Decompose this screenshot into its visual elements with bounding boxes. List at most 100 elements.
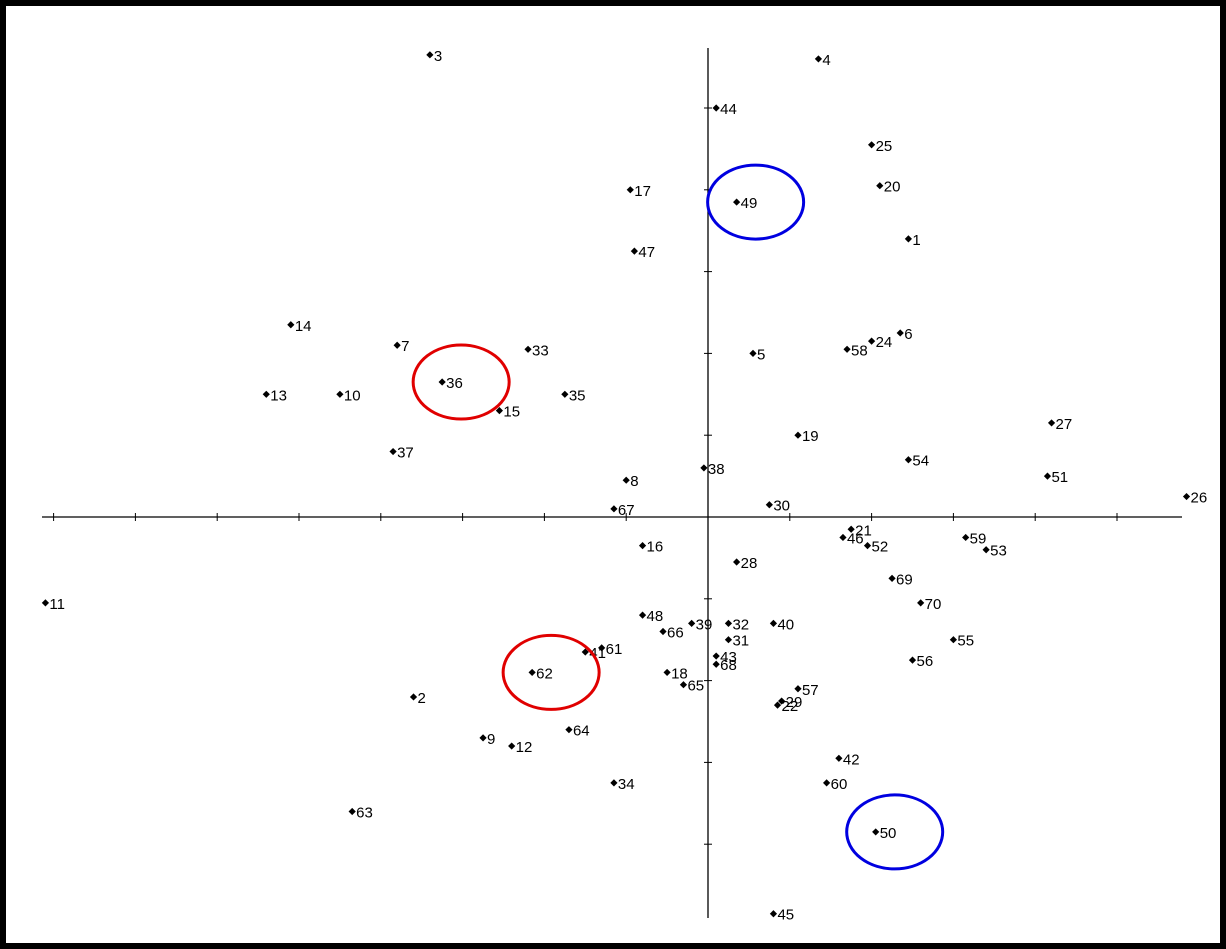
point-marker [904,235,913,243]
data-point: 28 [733,555,757,572]
point-label: 45 [777,907,794,924]
point-marker [508,742,516,750]
point-label: 62 [536,665,553,682]
data-point: 67 [610,502,635,519]
data-point: 57 [794,682,819,699]
point-label: 27 [1056,416,1073,433]
point-marker [663,668,671,677]
data-point: 14 [287,318,312,335]
data-point: 38 [700,461,725,478]
data-point: 35 [561,387,586,404]
point-label: 38 [708,461,725,478]
highlight-circle-red [411,343,511,421]
data-point: 29 [778,694,802,711]
data-point: 45 [769,907,794,924]
data-point: 61 [598,641,622,658]
data-point: 44 [712,101,737,118]
point-marker [733,198,741,206]
point-marker [904,456,913,464]
data-point: 54 [904,453,929,470]
point-marker [839,533,847,542]
data-point: 2 [409,690,426,707]
point-label: 18 [671,665,688,682]
point-marker [1047,419,1056,427]
point-marker [843,345,851,353]
point-marker [426,51,434,59]
point-label: 3 [434,48,442,65]
data-point: 3 [426,48,442,65]
point-label: 66 [667,625,684,642]
data-point: 5 [749,346,765,363]
data-point: 64 [565,723,590,740]
data-point: 43 [712,649,737,666]
data-point: 66 [659,625,684,642]
data-point: 42 [835,751,860,768]
point-label: 30 [773,498,790,515]
data-point: 46 [839,530,864,547]
data-point: 13 [262,387,287,404]
highlight-circle-blue [706,163,806,241]
data-point: 48 [638,608,664,625]
point-label: 15 [503,404,520,421]
point-label: 69 [896,571,913,588]
data-point: 60 [823,776,847,793]
data-point: 59 [962,530,986,547]
point-marker [287,321,295,329]
point-label: 48 [647,608,664,625]
point-label: 34 [618,776,635,793]
point-label: 43 [720,649,737,666]
data-point: 65 [679,678,704,695]
point-marker [868,337,876,345]
point-marker [393,341,401,349]
data-point: 56 [908,653,933,670]
point-marker [847,525,855,533]
highlight-circles [411,163,945,871]
point-label: 61 [606,641,623,658]
point-label: 33 [532,342,549,359]
point-marker [982,546,990,554]
data-point: 24 [868,334,892,351]
point-marker [610,505,618,513]
point-label: 26 [1191,490,1208,507]
data-point: 50 [872,825,896,842]
data-point: 49 [733,195,757,212]
point-label: 16 [647,539,664,556]
point-marker [769,619,778,627]
point-label: 32 [732,616,749,633]
point-marker [438,378,446,386]
point-label: 24 [876,334,893,351]
point-marker [876,182,884,190]
point-label: 29 [786,694,803,711]
point-marker [610,779,618,787]
point-marker [872,828,880,836]
point-label: 51 [1051,469,1068,486]
point-label: 63 [356,804,373,821]
point-label: 70 [925,596,942,613]
point-marker [598,644,606,652]
data-point: 37 [389,445,414,462]
point-label: 25 [876,138,893,155]
data-point: 63 [348,804,373,821]
point-marker [712,652,720,660]
point-label: 11 [49,596,65,613]
point-marker [962,533,970,542]
point-label: 39 [696,616,713,633]
data-point: 36 [438,375,463,392]
point-marker [712,104,720,112]
point-label: 53 [990,543,1007,560]
data-point: 32 [724,616,749,633]
data-point: 6 [896,326,913,343]
data-point: 62 [528,665,553,682]
point-marker [794,431,802,439]
point-marker [262,390,270,398]
point-marker [773,701,782,709]
point-marker [1043,472,1052,480]
point-label: 46 [847,530,864,547]
point-marker [495,407,504,415]
data-point: 17 [626,183,651,200]
point-marker [749,349,757,357]
point-label: 60 [831,776,848,793]
point-marker [1182,492,1191,501]
data-point: 27 [1047,416,1073,433]
point-marker [679,681,688,689]
